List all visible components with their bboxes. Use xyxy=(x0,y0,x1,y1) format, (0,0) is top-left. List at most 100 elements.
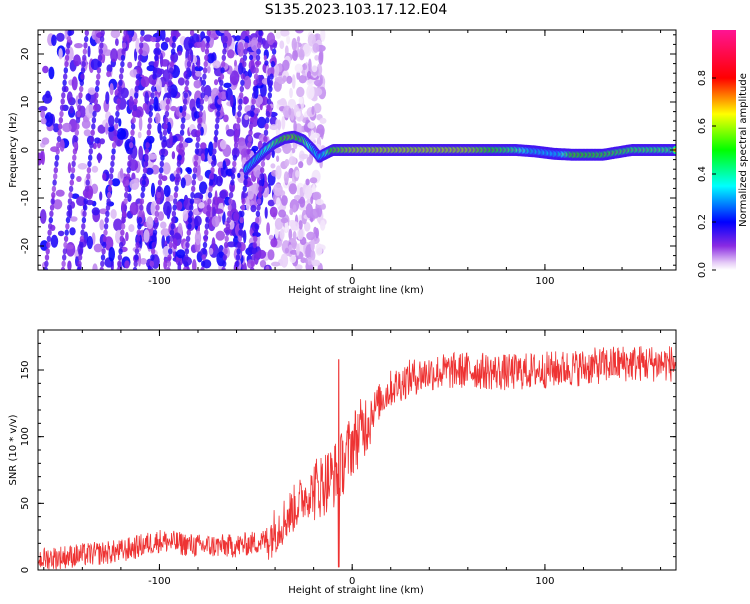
heatmap-streak-cell xyxy=(186,60,192,68)
heatmap-streak-cell xyxy=(51,191,56,199)
heatmap-streak-cell xyxy=(145,142,150,149)
heatmap-noise-cell xyxy=(142,102,148,111)
heatmap-noise-cell xyxy=(127,61,133,69)
heatmap-streak-cell xyxy=(150,248,156,255)
heatmap-streak-cell xyxy=(129,135,134,143)
heatmap-streak-cell xyxy=(191,179,196,186)
snr-ticks: -100 0 100 0 50 100 150 xyxy=(20,329,676,587)
heatmap-streak-cell xyxy=(191,185,196,193)
heatmap-noise-cell xyxy=(277,99,287,106)
heatmap-streak-cell xyxy=(119,241,124,249)
heatmap-noise-cell xyxy=(282,59,290,71)
heatmap-noise-cell xyxy=(298,49,305,61)
heatmap-noise-cell xyxy=(99,191,103,201)
heatmap-noise-cell xyxy=(313,132,320,139)
heatmap-noise-cell xyxy=(108,246,115,262)
heatmap-streak-cell xyxy=(181,117,186,124)
heatmap-streak-cell xyxy=(188,42,193,49)
heatmap-streak-cell xyxy=(85,23,89,29)
heatmap-noise-cell xyxy=(59,138,65,152)
heatmap-streak-cell xyxy=(62,73,68,80)
heatmap-streak-cell xyxy=(60,98,65,105)
heatmap-streak-cell xyxy=(251,98,256,105)
heatmap-noise-cell xyxy=(298,220,303,230)
heatmap-noise-cell xyxy=(147,153,158,160)
heatmap-noise-cell xyxy=(271,149,275,159)
heatmap-noise-cell xyxy=(200,40,206,53)
heatmap-streak-cell xyxy=(171,42,176,49)
heatmap-streak-cell xyxy=(248,123,254,130)
heatmap-streak-cell xyxy=(195,142,200,149)
heatmap-streak-cell xyxy=(130,129,135,136)
heatmap-noise-cell xyxy=(291,74,296,89)
heatmap-streak-cell xyxy=(207,191,213,199)
heatmap-noise-cell xyxy=(87,87,96,95)
heatmap-streak-cell xyxy=(98,54,103,61)
heatmap-streak-cell xyxy=(269,73,274,80)
heatmap-streak-cell xyxy=(105,210,110,217)
heatmap-streak-cell xyxy=(189,204,194,211)
heatmap-streak-cell xyxy=(256,204,261,211)
heatmap-streak-cell xyxy=(116,266,121,270)
heatmap-noise-cell xyxy=(265,265,270,270)
heatmap-noise-cell xyxy=(150,182,156,198)
heatmap-noise-cell xyxy=(180,177,186,189)
heatmap-streak-cell xyxy=(82,48,88,55)
heatmap-noise-cell xyxy=(313,226,318,235)
heatmap-streak-cell xyxy=(152,73,157,80)
heatmap-noise-cell xyxy=(232,103,236,117)
heatmap-streak-cell xyxy=(172,204,177,211)
heatmap-streak-cell xyxy=(208,185,213,193)
heatmap-noise-cell xyxy=(140,76,150,88)
heatmap-noise-cell xyxy=(160,41,169,51)
heatmap-streak-cell xyxy=(137,54,143,61)
heatmap-streak-cell xyxy=(204,48,210,55)
heatmap-streak-cell xyxy=(136,235,141,242)
heatmap-noise-cell xyxy=(284,159,290,167)
heatmap-noise-cell xyxy=(128,96,134,111)
heatmap-streak-cell xyxy=(194,154,199,161)
heatmap-streak-cell xyxy=(127,160,132,168)
heatmap-streak-cell xyxy=(49,210,54,217)
heatmap-noise-cell xyxy=(194,41,203,49)
heatmap-streak-cell xyxy=(189,198,195,205)
heatmap-noise-cell xyxy=(109,83,114,96)
heatmap-streak-cell xyxy=(60,266,66,270)
heatmap-streak-cell xyxy=(100,30,105,37)
heatmap-noise-cell xyxy=(163,259,168,270)
heatmap-streak-cell xyxy=(63,235,69,242)
heatmap-noise-cell xyxy=(90,58,101,70)
heatmap-streak-cell xyxy=(126,167,131,174)
heatmap-noise-cell xyxy=(106,64,113,73)
heatmap-noise-cell xyxy=(251,145,259,152)
heatmap-streak-cell xyxy=(163,123,168,130)
heatmap-streak-cell xyxy=(119,235,125,242)
heatmap-noise-cell xyxy=(164,37,170,43)
heatmap-streak-cell xyxy=(177,154,182,161)
heatmap-noise-cell xyxy=(143,229,150,243)
heatmap-noise-cell xyxy=(192,259,197,270)
heatmap-noise-cell xyxy=(53,199,63,210)
heatmap-streak-cell xyxy=(255,210,261,217)
heatmap-noise-cell xyxy=(298,161,304,169)
heatmap-streak-cell xyxy=(141,179,146,186)
heatmap-noise-cell xyxy=(280,217,289,224)
heatmap-streak-cell xyxy=(188,210,193,217)
heatmap-streak-cell xyxy=(221,54,226,61)
heatmap-noise-cell xyxy=(119,168,124,179)
heatmap-noise-cell xyxy=(281,116,286,130)
heatmap-noise-cell xyxy=(211,237,216,253)
heatmap-noise-cell xyxy=(186,167,192,175)
heatmap-noise-cell xyxy=(159,131,163,141)
y-tick-label: -20 xyxy=(20,238,31,254)
heatmap-noise-cell xyxy=(245,196,250,211)
heatmap-streak-cell xyxy=(54,160,59,168)
heatmap-streak-cell xyxy=(122,42,127,49)
heatmap-streak-cell xyxy=(204,54,209,61)
heatmap-noise-cell xyxy=(266,222,270,236)
heatmap-streak-cell xyxy=(233,148,238,155)
heatmap-streak-cell xyxy=(121,48,126,55)
colorbar-tick-label: 0.4 xyxy=(697,166,708,182)
heatmap-streak-cell xyxy=(107,185,113,193)
